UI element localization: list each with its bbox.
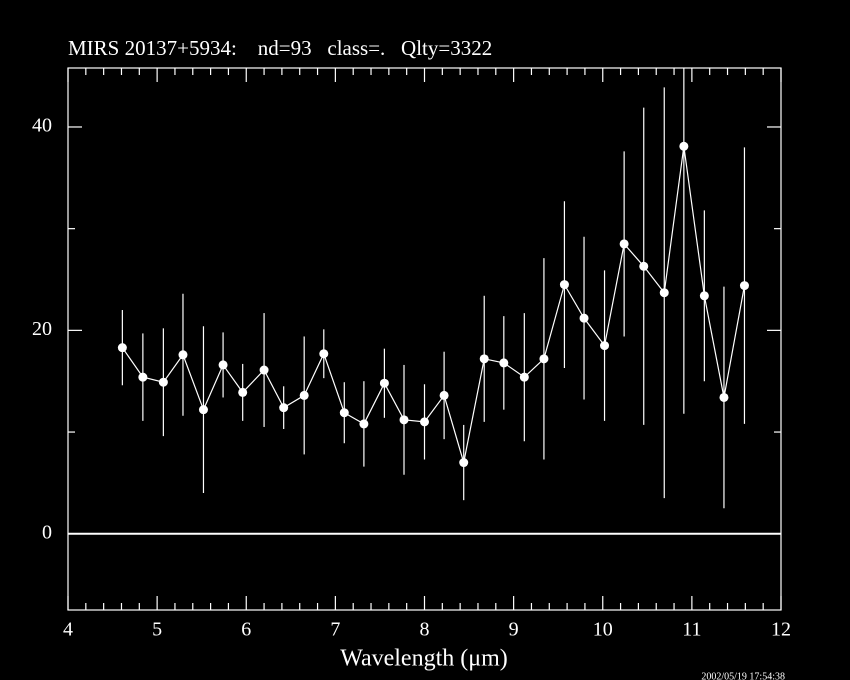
data-point bbox=[299, 390, 309, 400]
x-tick-label: 9 bbox=[509, 619, 519, 641]
data-point bbox=[679, 141, 689, 151]
data-point bbox=[619, 239, 629, 249]
data-point bbox=[579, 313, 589, 323]
data-point bbox=[379, 378, 389, 388]
data-point bbox=[359, 419, 369, 429]
data-point bbox=[198, 405, 208, 415]
data-point bbox=[178, 350, 188, 360]
data-point bbox=[117, 343, 127, 353]
y-tick-label: 20 bbox=[32, 318, 52, 340]
data-point bbox=[259, 365, 269, 375]
data-point bbox=[420, 417, 429, 427]
x-tick-label: 8 bbox=[420, 619, 430, 641]
data-point bbox=[399, 415, 409, 425]
x-tick-label: 5 bbox=[152, 619, 162, 641]
x-tick-label: 10 bbox=[593, 619, 613, 641]
data-point bbox=[719, 392, 729, 402]
y-tick-label: 40 bbox=[32, 115, 52, 137]
data-point bbox=[218, 360, 228, 370]
y-tick-label: 0 bbox=[42, 521, 52, 543]
data-line bbox=[121, 146, 746, 463]
data-point bbox=[659, 288, 669, 298]
footer: 2002/05/19 17:54:38 bbox=[701, 671, 785, 680]
data-point bbox=[319, 349, 329, 359]
data-point bbox=[699, 291, 709, 301]
data-point bbox=[519, 372, 529, 382]
x-tick-label: 6 bbox=[241, 619, 251, 641]
x-tick-label: 7 bbox=[330, 619, 340, 641]
x-axis-label: Wavelength (μm) bbox=[340, 646, 508, 672]
x-tick-label: 12 bbox=[771, 619, 791, 641]
data-point bbox=[499, 358, 509, 368]
data-point bbox=[439, 390, 449, 400]
data-point bbox=[138, 372, 148, 382]
data-point bbox=[279, 403, 289, 413]
data-point bbox=[739, 281, 749, 291]
data-point bbox=[339, 408, 349, 418]
data-point bbox=[600, 341, 610, 351]
x-tick-label: 4 bbox=[63, 619, 73, 641]
data-point bbox=[158, 377, 168, 387]
chart-title: MIRS 20137+5934: nd=93 class=. Qlty=3322 bbox=[68, 36, 492, 60]
data-point bbox=[539, 354, 549, 364]
data-point bbox=[479, 354, 489, 364]
data-point bbox=[238, 387, 248, 397]
data-point bbox=[559, 280, 569, 290]
x-tick-label: 11 bbox=[682, 619, 701, 641]
plot-frame bbox=[67, 67, 782, 611]
data-point bbox=[459, 458, 469, 468]
data-point bbox=[639, 261, 649, 271]
